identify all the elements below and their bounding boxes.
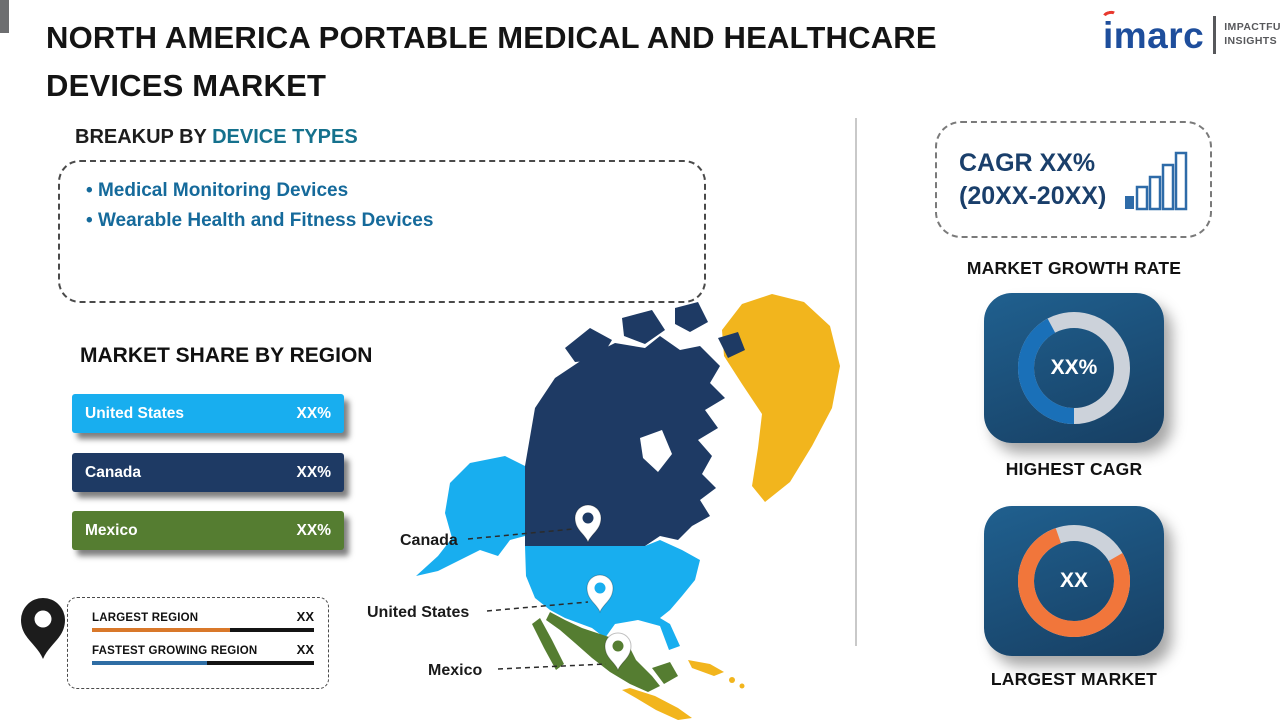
bar-value: XX%	[296, 521, 331, 539]
legend-value: XX	[296, 609, 314, 624]
legend-orange-segment	[92, 628, 230, 632]
bar-value: XX%	[296, 404, 331, 422]
largest-market-card: XX	[984, 506, 1164, 656]
legend-value: XX	[296, 642, 314, 657]
cagr-text: CAGR XX% (20XX-20XX)	[959, 147, 1106, 212]
share-bar-canada: Canada XX%	[72, 453, 344, 492]
mexico-pin-icon	[604, 632, 632, 672]
highest-cagr-value: XX%	[1050, 356, 1098, 379]
logo-brand-text: imarc	[1103, 14, 1205, 56]
highest-cagr-caption: HIGHEST CAGR	[1005, 459, 1143, 479]
legend-line-largest	[92, 628, 314, 632]
united-states-pin-icon	[586, 574, 614, 614]
mexico-region	[546, 612, 660, 692]
logo-tagline-line1: IMPACTFUL	[1224, 21, 1280, 34]
cagr-line1: CAGR XX%	[959, 149, 1096, 177]
imarc-logo: imarc IMPACTFUL INSIGHTS	[1100, 8, 1280, 56]
map-label-canada: Canada	[400, 532, 458, 549]
legend-row-largest: LARGEST REGION XX	[92, 609, 314, 632]
united-states-leader-line	[486, 601, 589, 612]
largest-market-value: XX	[1059, 569, 1088, 592]
highest-cagr-donut	[1018, 312, 1130, 424]
column-divider	[855, 118, 857, 646]
canada-pin-icon	[574, 504, 602, 544]
highest-cagr-card: XX%	[984, 293, 1164, 443]
canada-region	[525, 336, 725, 546]
arctic-island	[622, 310, 665, 344]
island-dot	[729, 677, 735, 683]
map-label-united-states: United States	[367, 604, 469, 621]
bar-label: Canada	[85, 463, 141, 481]
device-type-item: Wearable Health and Fitness Devices	[86, 206, 678, 236]
bar-chart-icon	[1125, 151, 1188, 210]
hudson-bay	[640, 430, 672, 472]
heading-prefix: BREAKUP BY	[75, 126, 213, 148]
arctic-island	[718, 332, 745, 358]
largest-market-donut	[1018, 525, 1130, 637]
logo-tagline-line2: INSIGHTS	[1224, 35, 1278, 47]
share-bar-united-states: United States XX%	[72, 394, 344, 433]
legend-blue-segment	[92, 661, 208, 665]
region-legend: LARGEST REGION XX FASTEST GROWING REGION…	[67, 597, 329, 689]
market-share-heading: MARKET SHARE BY REGION	[80, 344, 373, 367]
alaska-region	[416, 456, 525, 576]
legend-label: LARGEST REGION	[92, 612, 199, 624]
imarc-wordmark: imarc	[1100, 8, 1205, 56]
page-title: NORTH AMERICA PORTABLE MEDICAL AND HEALT…	[46, 20, 937, 103]
baja-peninsula	[532, 618, 564, 670]
heading-highlight: DEVICE TYPES	[212, 126, 358, 148]
central-america-region	[622, 688, 692, 720]
device-types-box: Medical Monitoring Devices Wearable Heal…	[58, 160, 706, 303]
cagr-box: CAGR XX% (20XX-20XX)	[935, 121, 1212, 238]
logo-tagline: IMPACTFUL INSIGHTS	[1224, 21, 1280, 48]
mexico-leader-line	[497, 663, 607, 670]
cuba-island	[688, 660, 724, 676]
device-type-item: Medical Monitoring Devices	[86, 176, 678, 206]
cagr-line2: (20XX-20XX)	[959, 181, 1107, 210]
logo-divider	[1213, 16, 1217, 54]
corner-accent	[0, 0, 9, 33]
island-dot	[739, 683, 745, 689]
united-states-region	[525, 540, 700, 650]
arctic-island	[675, 302, 708, 332]
device-types-heading: BREAKUP BY DEVICE TYPES	[75, 126, 358, 149]
map-label-mexico: Mexico	[428, 662, 482, 679]
greenland-region	[722, 294, 840, 502]
yucatan-peninsula	[652, 662, 678, 684]
bar-label: Mexico	[85, 521, 138, 539]
map-pin-icon	[21, 598, 65, 659]
legend-black-segment	[207, 661, 314, 665]
largest-market-caption: LARGEST MARKET	[990, 669, 1158, 689]
legend-black-segment	[229, 628, 314, 632]
legend-row-fastest: FASTEST GROWING REGION XX	[92, 642, 314, 665]
bar-value: XX%	[296, 463, 331, 481]
bar-label: United States	[85, 404, 185, 422]
market-growth-rate-caption: MARKET GROWTH RATE	[966, 258, 1182, 278]
north-america-map: Canada United States Mexico	[360, 288, 880, 720]
share-bar-mexico: Mexico XX%	[72, 511, 344, 550]
arctic-island	[565, 328, 612, 362]
legend-label: FASTEST GROWING REGION	[92, 645, 258, 657]
legend-line-fastest	[92, 661, 314, 665]
